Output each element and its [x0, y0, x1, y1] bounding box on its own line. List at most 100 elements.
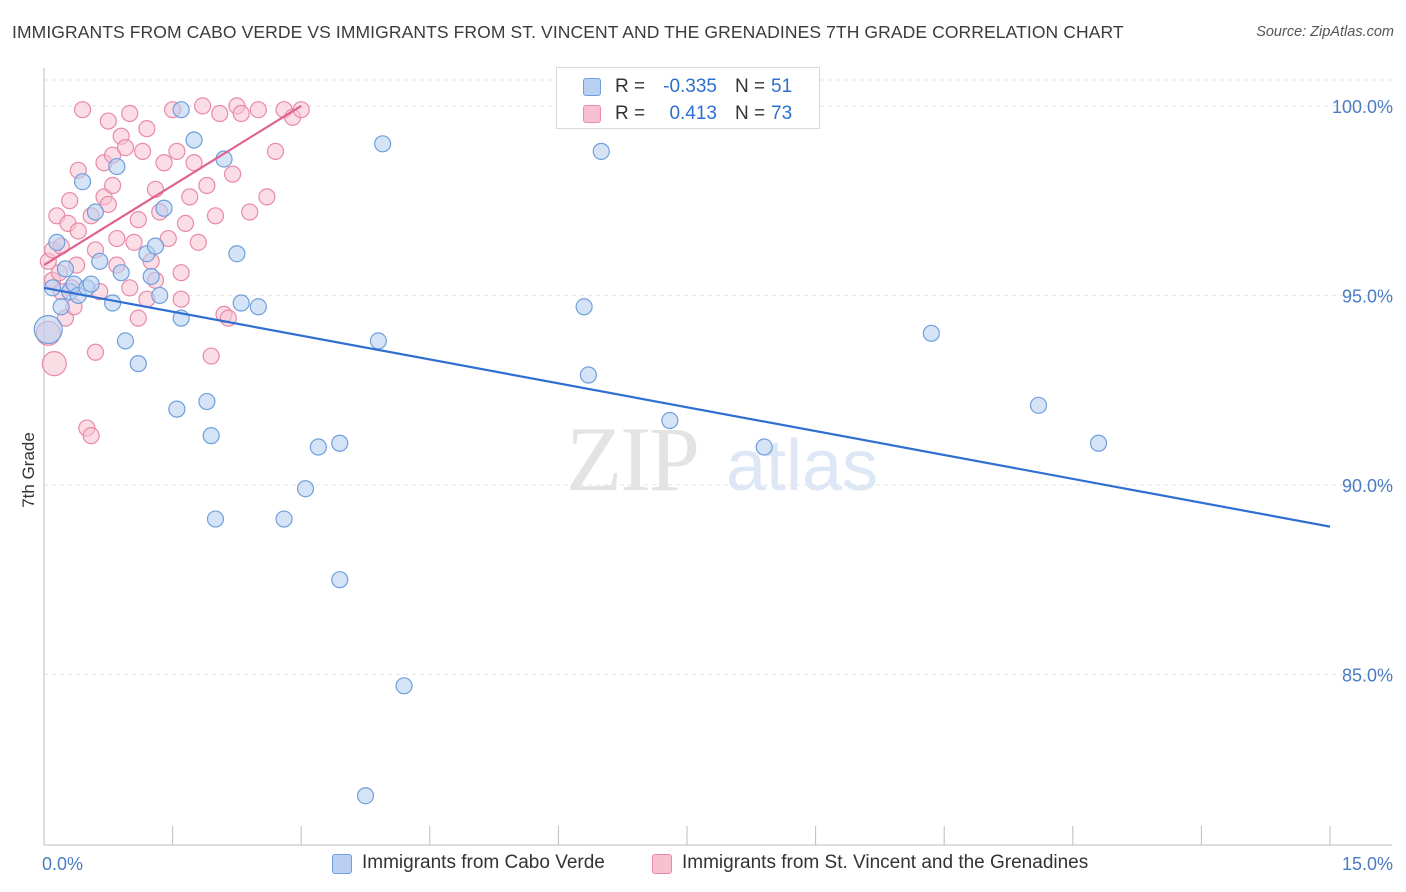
watermark-atlas: atlas	[726, 426, 878, 506]
data-point-st-vincent	[168, 142, 186, 160]
legend-r-value: 0.413	[669, 103, 717, 124]
data-point-cabo-verde	[228, 245, 246, 263]
data-point-cabo-verde	[202, 427, 220, 445]
data-point-st-vincent	[86, 343, 105, 361]
data-point-cabo-verde	[142, 267, 160, 286]
legend-row-st-vincent: R = 0.413 N = 73	[557, 101, 819, 127]
data-point-st-vincent	[249, 101, 267, 119]
data-point-cabo-verde	[48, 233, 66, 251]
data-point-st-vincent	[176, 214, 195, 232]
data-point-cabo-verde	[1029, 396, 1048, 414]
data-point-st-vincent	[211, 104, 229, 123]
data-point-cabo-verde	[155, 199, 173, 217]
data-point-cabo-verde	[661, 411, 679, 430]
data-point-cabo-verde	[369, 332, 387, 350]
data-point-cabo-verde	[185, 131, 203, 149]
axes	[43, 68, 1392, 846]
data-point-cabo-verde	[108, 157, 126, 176]
data-point-cabo-verde	[331, 571, 349, 589]
data-point-cabo-verde	[296, 480, 315, 498]
legend-swatch-st-vincent	[583, 105, 601, 123]
data-point-st-vincent	[202, 347, 220, 365]
data-point-st-vincent	[206, 207, 225, 225]
data-point-cabo-verde	[73, 173, 92, 191]
data-point-cabo-verde	[52, 298, 70, 316]
chart-title: IMMIGRANTS FROM CABO VERDE VS IMMIGRANTS…	[12, 22, 1124, 42]
data-point-cabo-verde	[91, 252, 109, 270]
y-axis-label: 7th Grade	[19, 432, 38, 508]
data-point-st-vincent	[82, 427, 100, 445]
data-point-cabo-verde	[592, 142, 610, 160]
source-label: Source: ZipAtlas.com	[1256, 24, 1394, 40]
data-point-cabo-verde	[198, 392, 216, 411]
data-point-cabo-verde	[331, 434, 349, 452]
y-tick-labels: 85.0% 90.0% 95.0% 100.0%	[1332, 97, 1393, 686]
data-point-cabo-verde	[33, 314, 63, 345]
data-point-cabo-verde	[575, 298, 593, 316]
data-point-st-vincent	[121, 279, 139, 297]
data-point-st-vincent	[224, 165, 242, 183]
data-point-st-vincent	[241, 203, 259, 221]
data-point-st-vincent	[133, 142, 152, 160]
data-point-cabo-verde	[275, 510, 293, 528]
legend-r-value: -0.335	[663, 76, 717, 97]
data-point-cabo-verde	[112, 264, 130, 282]
data-point-st-vincent	[99, 112, 117, 130]
data-point-cabo-verde	[56, 260, 75, 278]
data-point-st-vincent	[121, 104, 139, 123]
data-point-st-vincent	[181, 188, 199, 206]
data-point-cabo-verde	[374, 135, 392, 153]
data-point-st-vincent	[103, 176, 122, 195]
data-point-st-vincent	[108, 229, 126, 248]
data-point-st-vincent	[185, 154, 203, 172]
legend-n-value: 73	[771, 103, 793, 124]
legend-label-st-vincent: Immigrants from St. Vincent and the Gren…	[682, 852, 1089, 873]
legend-n-value: 51	[771, 76, 793, 97]
data-point-st-vincent	[172, 290, 190, 308]
data-point-cabo-verde	[168, 400, 186, 418]
data-point-cabo-verde	[206, 510, 225, 528]
data-point-cabo-verde	[129, 355, 147, 373]
legend-n-label: N =	[735, 76, 766, 97]
trend-line-st-vincent	[43, 104, 302, 267]
data-point-st-vincent	[266, 142, 285, 160]
data-point-st-vincent	[73, 101, 92, 119]
trend-lines	[43, 104, 1331, 528]
data-point-st-vincent	[172, 264, 190, 282]
data-point-cabo-verde	[579, 366, 598, 384]
data-point-cabo-verde	[922, 324, 940, 342]
data-point-st-vincent	[258, 188, 276, 206]
correlation-legend: R = -0.335 N = 51 R = 0.413 N = 73	[556, 67, 820, 129]
legend-r-label: R =	[615, 76, 646, 97]
data-point-st-vincent	[61, 192, 79, 210]
watermark: ZIP atlas	[566, 408, 878, 510]
legend-label-cabo-verde: Immigrants from Cabo Verde	[362, 852, 605, 873]
legend-row-cabo-verde: R = -0.335 N = 51	[557, 74, 819, 100]
data-point-cabo-verde	[82, 275, 100, 293]
x-tick-label: 15.0%	[1342, 854, 1393, 874]
data-point-st-vincent	[129, 211, 147, 229]
data-point-st-vincent	[99, 195, 117, 214]
trend-line-cabo-verde	[43, 286, 1331, 528]
legend-r-label: R =	[615, 103, 646, 124]
x-tick-labels: 0.0% 15.0%	[42, 854, 1393, 874]
legend-n-label: N =	[735, 103, 766, 124]
y-tick-label: 95.0%	[1342, 286, 1393, 306]
series-st-vincent-points	[35, 97, 310, 445]
data-point-cabo-verde	[395, 677, 413, 695]
data-point-cabo-verde	[1089, 434, 1108, 452]
legend-swatch-st-vincent	[652, 854, 672, 874]
grid-lines	[44, 79, 1392, 675]
y-tick-label: 90.0%	[1342, 476, 1393, 496]
data-point-cabo-verde	[103, 294, 122, 312]
watermark-zip: ZIP	[566, 408, 698, 510]
data-point-cabo-verde	[232, 294, 250, 312]
data-point-st-vincent	[232, 104, 250, 123]
x-tick-label: 0.0%	[42, 854, 83, 874]
y-tick-label: 85.0%	[1342, 665, 1393, 685]
legend-swatch-cabo-verde	[583, 78, 601, 96]
data-point-cabo-verde	[755, 438, 773, 456]
data-point-cabo-verde	[356, 787, 375, 805]
data-point-st-vincent	[138, 120, 156, 138]
